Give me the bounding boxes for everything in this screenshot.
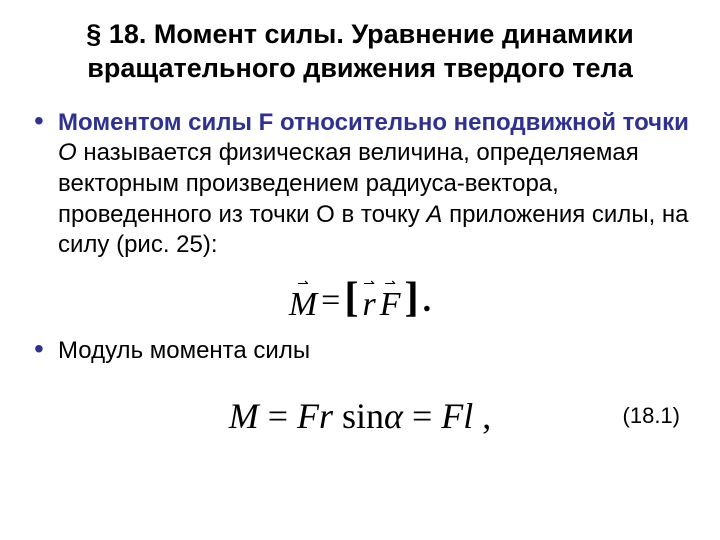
bullet-definition: Моментом силы F относительно неподвижной… [30,108,690,262]
definition-A: А [426,201,442,228]
bullet-list: Моментом силы F относительно неподвижной… [30,108,690,262]
eq2-M: M [229,396,259,436]
eq2-alpha: α [384,396,403,436]
eq1-period: . [423,282,432,320]
bullet-list-2: Модуль момента силы [30,336,690,367]
equation-magnitude-row: M = Fr sinα = Fl , (18.1) [30,395,690,437]
eq2-eq: = [259,396,297,436]
equals-sign: = [321,282,340,320]
eq2-eq2: = [403,396,441,436]
eq2-comma: , [473,396,491,436]
vector-M: ⇀ M [289,279,317,320]
vector-F: ⇀ F [380,279,401,320]
right-bracket: ] [405,273,419,322]
bullet-magnitude: Модуль момента силы [30,336,690,367]
definition-O: О [58,139,77,166]
eq2-r: r [319,396,333,436]
equation-magnitude: M = Fr sinα = Fl , [229,395,492,437]
definition-lead: Моментом силы F относительно неподвижной… [58,109,689,136]
eq2-F2: F [441,396,463,436]
left-bracket: [ [344,273,358,322]
eq2-sin: sin [333,396,384,436]
magnitude-text: Модуль момента силы [58,337,310,364]
vector-r: ⇀ r [363,279,376,320]
equation-number: (18.1) [623,403,680,429]
eq2-F: F [297,396,319,436]
equation-vector-moment: ⇀ M = [ ⇀ r ⇀ F ] . [30,271,690,320]
eq2-l: l [463,396,473,436]
section-title: § 18. Момент силы. Уравнение динамики вр… [30,18,690,86]
